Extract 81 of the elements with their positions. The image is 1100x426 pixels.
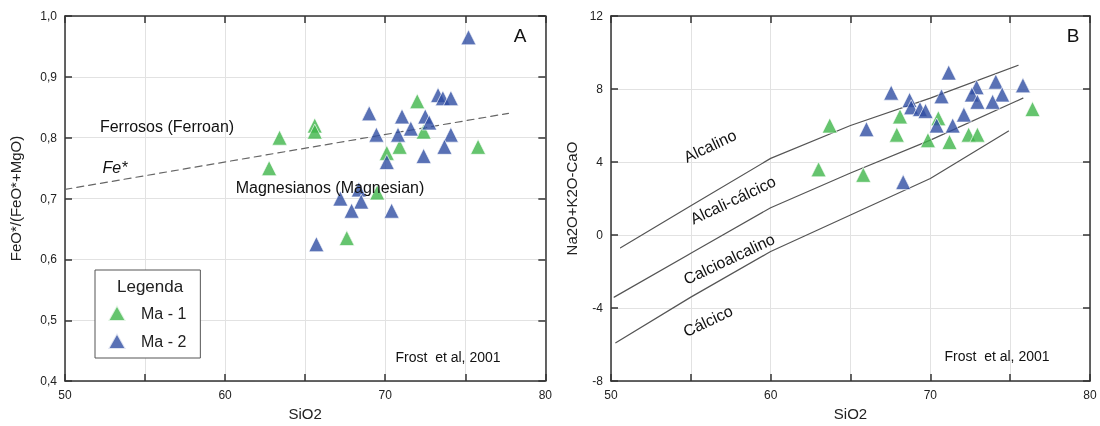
- y-tick-label: 0,6: [40, 252, 58, 267]
- y-axis-title: FeO*/(FeO*+MgO): [7, 135, 24, 262]
- legend-label: Ma - 1: [141, 304, 187, 322]
- point: [394, 108, 410, 125]
- point: [928, 117, 945, 134]
- y-tick-label: 0,4: [40, 374, 58, 389]
- x-tick-label: 70: [923, 388, 938, 403]
- point: [442, 90, 459, 107]
- y-tick-label: 0,9: [40, 69, 58, 84]
- point: [810, 161, 827, 178]
- point: [917, 103, 934, 119]
- point: [920, 132, 936, 149]
- point: [383, 202, 400, 219]
- annotation: A: [513, 24, 527, 46]
- annotation: Fe*: [102, 158, 129, 176]
- point: [442, 126, 459, 143]
- x-tick-label: 50: [58, 388, 72, 403]
- point: [421, 114, 438, 131]
- point: [858, 121, 875, 138]
- point: [987, 73, 1004, 90]
- point: [944, 117, 961, 134]
- line-series: [613, 97, 1024, 298]
- point: [969, 126, 986, 143]
- point: [460, 29, 477, 46]
- line-series: [615, 130, 1010, 344]
- point: [821, 117, 838, 134]
- y-tick-label: 4: [596, 155, 604, 170]
- point: [378, 154, 395, 170]
- y-tick-label: 1,0: [40, 9, 58, 23]
- point: [883, 84, 900, 101]
- x-tick-label: 80: [538, 388, 553, 403]
- annotation: B: [1066, 24, 1080, 46]
- y-tick-label: 0,5: [40, 313, 58, 328]
- annotation: Magnesianos (Magnesian): [235, 178, 425, 196]
- point: [984, 93, 1001, 110]
- point: [271, 129, 288, 146]
- point: [955, 106, 972, 123]
- y-tick-label: 0: [596, 228, 604, 243]
- annotation: Ferrosos (Ferroan): [99, 117, 235, 135]
- point: [941, 134, 958, 150]
- point: [892, 108, 908, 125]
- point: [940, 64, 957, 81]
- point: [343, 202, 360, 219]
- point: [368, 126, 385, 143]
- point: [361, 105, 378, 122]
- point: [888, 126, 905, 143]
- point: [470, 138, 486, 155]
- point: [994, 86, 1011, 103]
- x-tick-label: 70: [378, 388, 393, 403]
- y-axis-title: Na2O+K2O-CaO: [562, 141, 580, 256]
- x-tick-label: 80: [1083, 388, 1097, 403]
- point: [1015, 77, 1031, 94]
- point: [933, 88, 950, 105]
- y-tick-label: -8: [592, 374, 604, 389]
- point: [969, 93, 986, 110]
- x-tick-label: 50: [604, 388, 618, 403]
- x-tick-label: 60: [218, 388, 233, 403]
- point: [895, 174, 912, 191]
- legend-title: Legenda: [117, 277, 184, 296]
- x-axis-title: SiO2: [833, 405, 868, 422]
- y-tick-label: -4: [592, 301, 604, 316]
- annotation: Frost et al, 2001: [944, 348, 1050, 364]
- point: [1024, 101, 1041, 117]
- point: [308, 236, 325, 253]
- point: [402, 120, 419, 137]
- point: [855, 166, 872, 183]
- point: [415, 148, 432, 164]
- point: [390, 126, 406, 143]
- y-tick-label: 0,8: [40, 130, 58, 145]
- point: [306, 123, 323, 140]
- annotation: Frost et al, 2001: [395, 349, 501, 365]
- point: [338, 230, 355, 246]
- y-tick-label: 8: [596, 82, 604, 97]
- y-tick-label: 0,7: [40, 191, 58, 206]
- point: [409, 93, 426, 110]
- y-tick-label: 12: [589, 9, 604, 23]
- x-axis-title: SiO2: [288, 405, 322, 422]
- legend-label: Ma - 2: [141, 332, 187, 350]
- point: [261, 160, 278, 177]
- x-tick-label: 60: [763, 388, 778, 403]
- point: [436, 138, 453, 155]
